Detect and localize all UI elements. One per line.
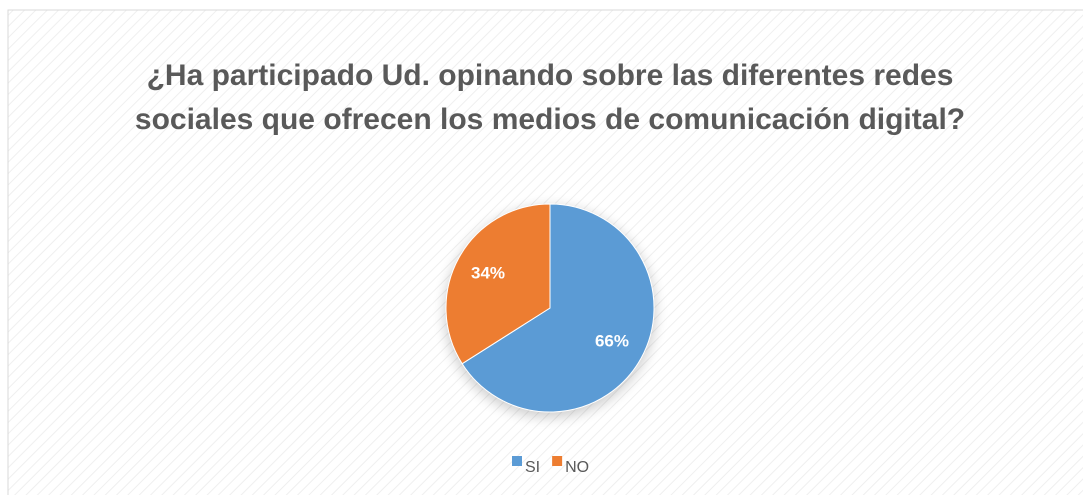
chart-title: ¿Ha participado Ud. opinando sobre las d… bbox=[134, 59, 966, 136]
data-label: 34% bbox=[471, 263, 505, 282]
legend-swatch bbox=[552, 456, 563, 466]
legend-swatch bbox=[512, 456, 522, 466]
pie-slice bbox=[445, 203, 551, 365]
data-label: 66% bbox=[595, 332, 629, 351]
pie-slice bbox=[461, 203, 655, 413]
legend-label: NO bbox=[565, 459, 589, 476]
legend-label: SI bbox=[525, 459, 540, 476]
